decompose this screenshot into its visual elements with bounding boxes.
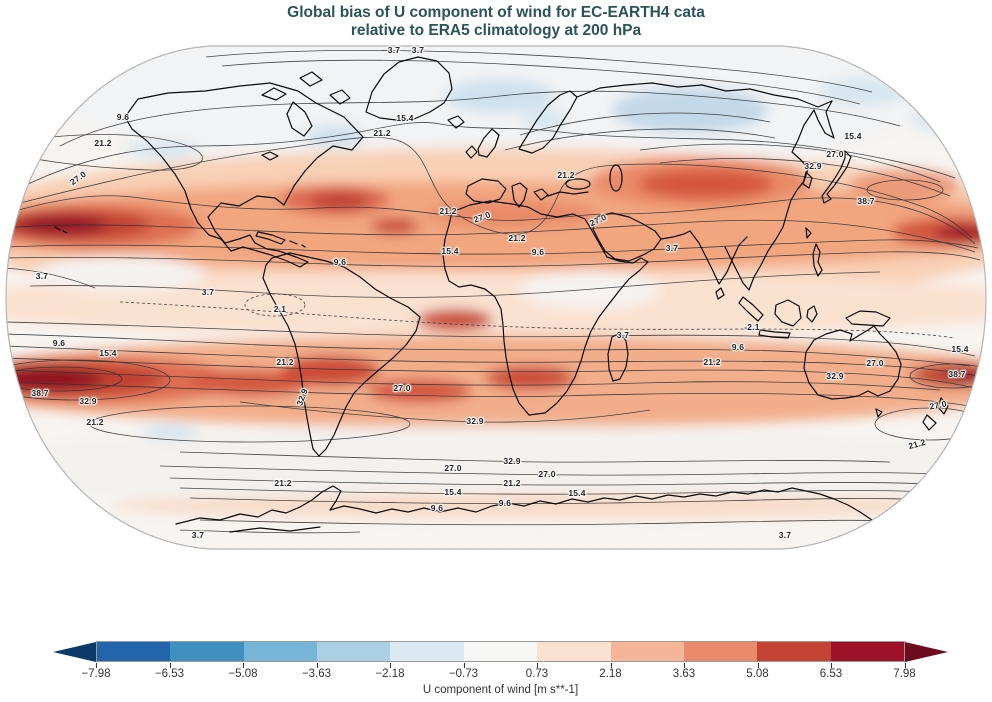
colorbar-tick-label: −2.18: [375, 668, 405, 680]
colorbar-tick-label: 2.18: [599, 668, 622, 680]
title-line-1: Global bias of U component of wind for E…: [287, 4, 705, 21]
colorbar-tick-label: −7.98: [81, 668, 111, 680]
colorbar-segment: [317, 642, 391, 661]
colorbar-tick: [757, 663, 759, 668]
colorbar-bar-row: [53, 641, 948, 662]
colorbar-segment: [97, 642, 171, 661]
colorbar: −7.98 −6.53 −5.08 −3.63 −2.18 −0.73 0.73 2.18 3.…: [53, 641, 948, 696]
colorbar-tick-label: 6.53: [819, 668, 843, 680]
map-outline: [5, 45, 987, 550]
colorbar-tick-label: −6.53: [154, 668, 185, 680]
colorbar-tick: [390, 663, 391, 668]
contour-lines: [6, 50, 986, 534]
colorbar-tick: [904, 663, 906, 668]
colorbar-tick-label: 5.08: [746, 668, 769, 680]
colorbar-tick-label: 7.98: [893, 668, 916, 680]
colorbar-tick: [684, 663, 685, 668]
colorbar-tick: [537, 663, 538, 668]
colorbar-tick-label: 0.73: [525, 668, 549, 680]
colorbar-segment: [683, 642, 758, 661]
title-line-2: relative to ERA5 climatology at 200 hPa: [350, 22, 642, 39]
colorbar-tick: [463, 663, 465, 668]
colorbar-segment: [610, 642, 684, 661]
colorbar-segment: [537, 642, 611, 661]
colorbar-segment: [390, 642, 464, 661]
colorbar-tick: [169, 663, 171, 668]
colorbar-tick: [316, 663, 318, 668]
colorbar-segment: [757, 642, 831, 661]
colorbar-segment: [243, 642, 318, 661]
colorbar-under-arrow: [53, 641, 96, 662]
colorbar-over-arrow: [905, 641, 948, 662]
colorbar-segment: [830, 642, 904, 661]
colorbar-tick: [96, 663, 97, 668]
colorbar-tick: [610, 663, 612, 668]
colorbar-segments: [96, 641, 905, 662]
figure-title: Global bias of U component of wind for E…: [0, 4, 992, 40]
colorbar-tick-label: −5.08: [228, 668, 258, 680]
colorbar-tick: [831, 663, 832, 668]
colorbar-tick: [243, 663, 244, 668]
map-fill-field: [6, 46, 986, 549]
colorbar-tick-label: 3.63: [672, 668, 696, 680]
colorbar-axis-label: U component of wind [m s**-1]: [422, 684, 579, 696]
colorbar-segment: [463, 642, 538, 661]
colorbar-tick-label: −0.73: [448, 668, 479, 680]
coastlines: [54, 56, 949, 533]
colorbar-tick-label: −3.63: [301, 668, 332, 680]
colorbar-segment: [170, 642, 244, 661]
